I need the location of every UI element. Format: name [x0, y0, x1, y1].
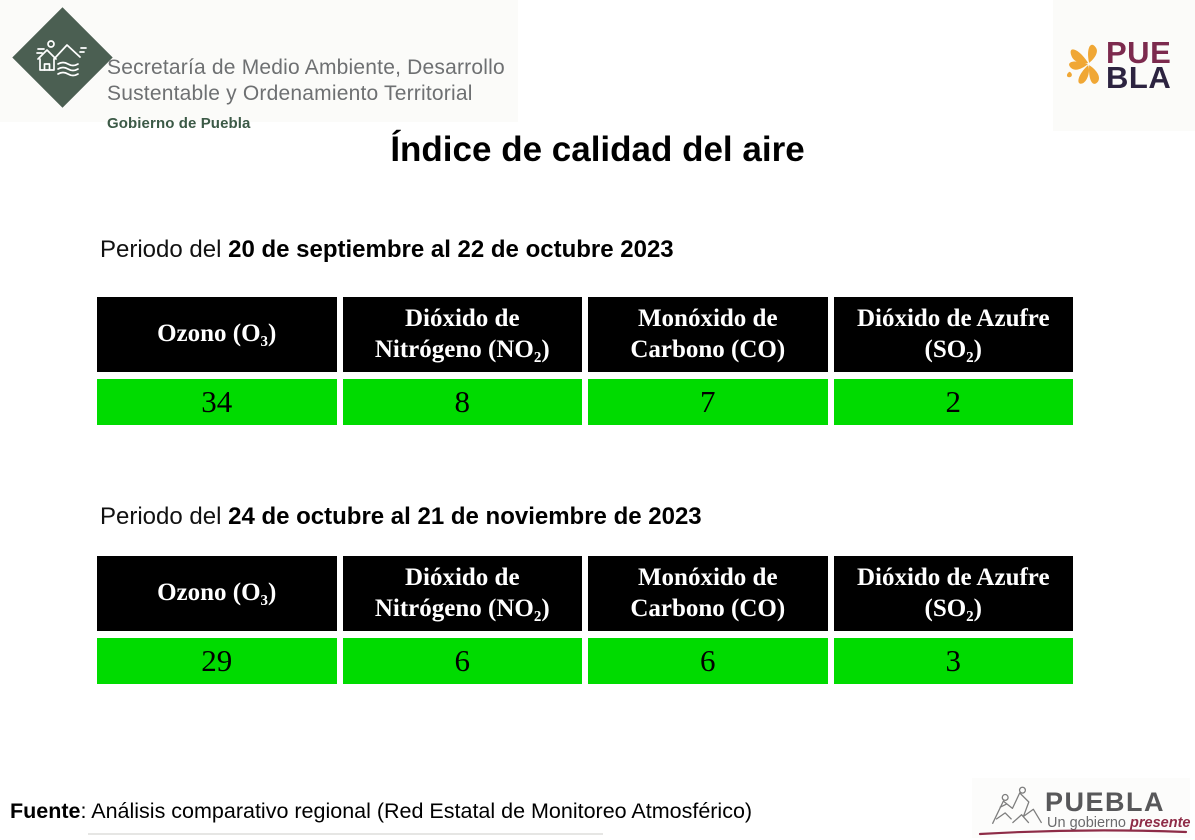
table1-header-co: Monóxido de Carbono (CO): [588, 297, 828, 372]
puebla-wordmark-top: PUE: [1106, 35, 1172, 70]
period-2-prefix: Periodo del: [100, 503, 229, 530]
puebla-flower-icon: [1066, 44, 1099, 84]
table1-header-so2: Dióxido de Azufre (SO₂): [833, 297, 1073, 372]
table2-header-ozono: Ozono (O₃): [97, 556, 337, 631]
air-quality-table-1: Ozono (O₃) Dióxido de Nitrógeno (NO₂) Mo…: [97, 297, 1073, 425]
period-2-range: 24 de octubre al 21 de noviembre de 2023: [228, 503, 702, 530]
puebla-wordmark: PUE BLA: [1106, 35, 1172, 95]
footer-tagline-regular: Un gobierno: [1047, 815, 1131, 831]
table1-value-ozono: 34: [97, 379, 337, 425]
table2-header-co: Monóxido de Carbono (CO): [588, 556, 828, 631]
agency-line1: Secretaría de Medio Ambiente, Desarrollo: [107, 56, 505, 79]
period-1-range: 20 de septiembre al 22 de octubre 2023: [228, 236, 674, 263]
table2-value-ozono: 29: [97, 638, 337, 684]
table1-header-ozono: Ozono (O₃): [97, 297, 337, 372]
maroon-underline-swoosh: [978, 829, 1188, 836]
period-1-label: Periodo del 20 de septiembre al 22 de oc…: [100, 236, 674, 264]
source-underline: [88, 833, 603, 835]
period-1-prefix: Periodo del: [100, 236, 229, 263]
table1-value-no2: 8: [342, 379, 582, 425]
puebla-brand-logo: PUE BLA: [1053, 0, 1195, 131]
table2-header-so2: Dióxido de Azufre (SO₂): [833, 556, 1073, 631]
source-label: Fuente: [10, 799, 81, 823]
table1-value-co: 7: [588, 379, 828, 425]
puebla-wordmark-bottom: BLA: [1106, 60, 1172, 95]
table2-header-no2: Dióxido de Nitrógeno (NO₂): [342, 556, 582, 631]
house-landscape-diamond-icon: [36, 40, 87, 77]
footer-puebla-wordmark: PUEBLA: [1045, 787, 1166, 817]
air-quality-table-2: Ozono (O₃) Dióxido de Nitrógeno (NO₂) Mo…: [97, 556, 1073, 684]
table2-value-so2: 3: [833, 638, 1073, 684]
table1-value-so2: 2: [833, 379, 1073, 425]
people-sketch-icon: [991, 786, 1043, 825]
page-title: Índice de calidad del aire: [390, 130, 805, 169]
footer-tagline: Un gobierno presente: [1047, 815, 1190, 831]
table2-value-co: 6: [588, 638, 828, 684]
agency-name: Secretaría de Medio Ambiente, Desarrollo…: [107, 55, 505, 137]
footer-logo-block: [972, 778, 1190, 838]
table1-header-no2: Dióxido de Nitrógeno (NO₂): [342, 297, 582, 372]
source-text: : Análisis comparativo regional (Red Est…: [80, 799, 753, 823]
footer-tagline-accent: presente: [1130, 815, 1191, 831]
gobierno-de-puebla-label: Gobierno de Puebla: [107, 115, 251, 132]
agency-line2: Sustentable y Ordenamiento Territorial: [107, 82, 473, 105]
footer-puebla-logo: PUEBLA Un gobierno presente: [978, 782, 1190, 838]
source-note: Fuente: Análisis comparativo regional (R…: [10, 799, 752, 824]
table2-value-no2: 6: [342, 638, 582, 684]
header-left-logo-block: Secretaría de Medio Ambiente, Desarrollo…: [0, 0, 518, 132]
period-2-label: Periodo del 24 de octubre al 21 de novie…: [100, 503, 702, 531]
